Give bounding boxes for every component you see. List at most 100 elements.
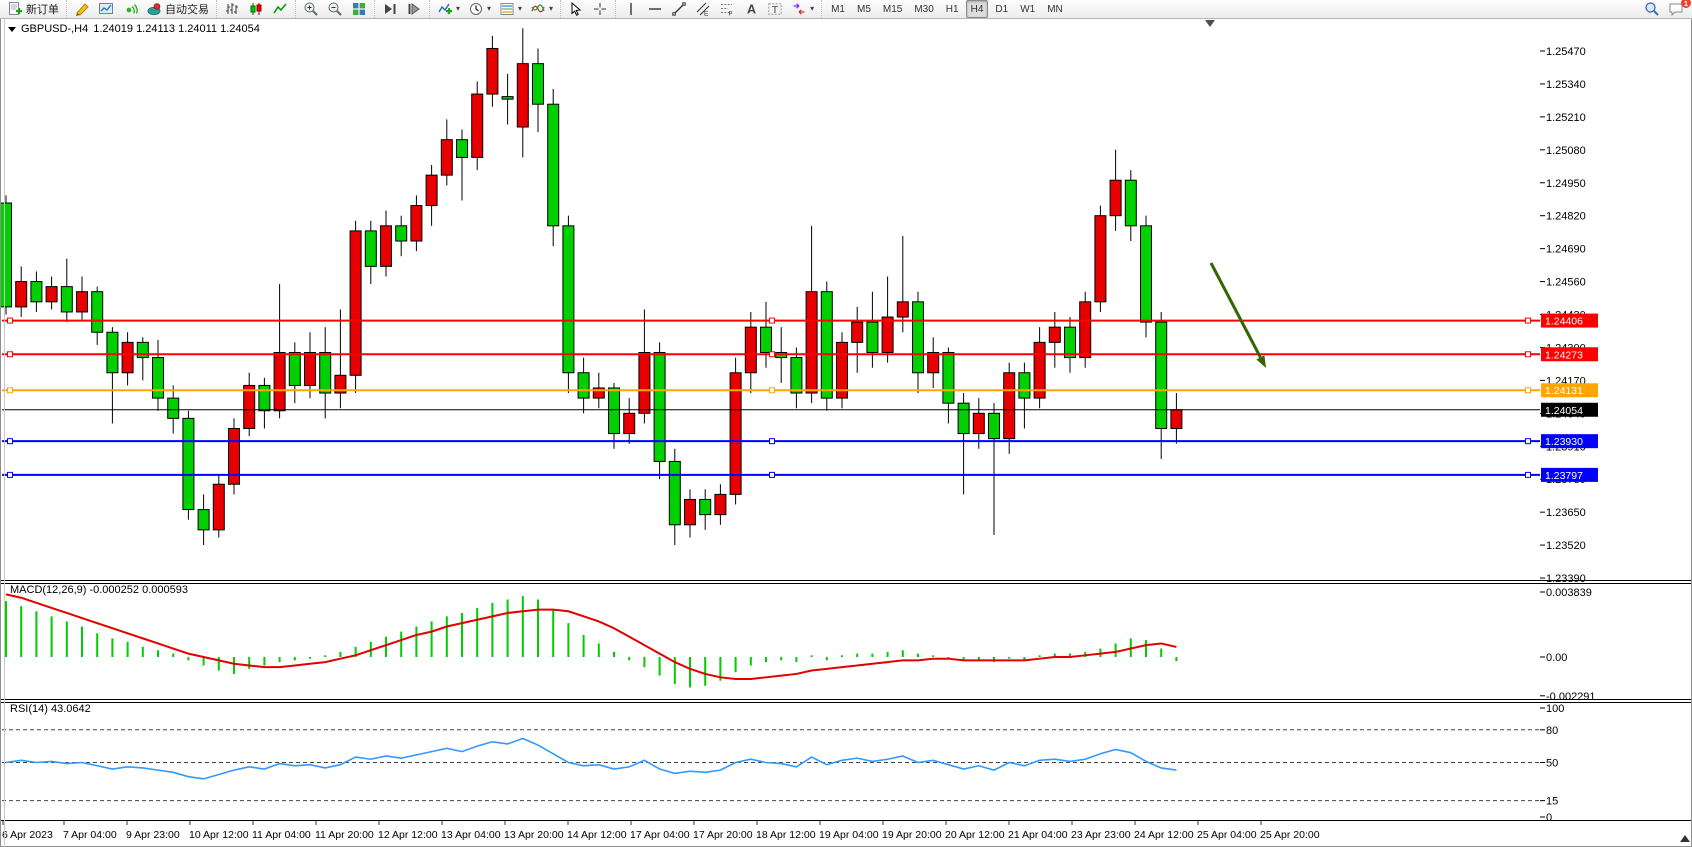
profiles-button[interactable]: [95, 0, 117, 18]
timeframe-m5-button[interactable]: M5: [856, 3, 871, 15]
time-axis-label: 12 Apr 12:00: [378, 829, 438, 841]
line-handle[interactable]: [1525, 438, 1531, 445]
candle-body: [1048, 326, 1061, 343]
line-handle[interactable]: [1525, 317, 1531, 324]
line-chart-button[interactable]: [269, 0, 291, 18]
new-order-button[interactable]: 新订单: [4, 0, 62, 18]
timeframe-m15-button[interactable]: M15: [882, 3, 903, 15]
line-handle[interactable]: [7, 317, 13, 324]
line-handle[interactable]: [7, 438, 13, 445]
trend-arrow-annotation[interactable]: [1209, 262, 1262, 359]
candle-body: [942, 351, 955, 404]
time-axis-label: 19 Apr 04:00: [819, 829, 879, 841]
cursor-icon: [571, 1, 582, 16]
timeframe-h4-button[interactable]: H4: [965, 0, 989, 18]
templates-button[interactable]: ▾: [496, 0, 525, 18]
zoom-in-button[interactable]: [300, 0, 322, 18]
text-button[interactable]: A: [740, 0, 762, 18]
zoom-out-button[interactable]: [324, 0, 346, 18]
line-handle[interactable]: [7, 351, 13, 358]
zoom-out-icon: [328, 2, 342, 16]
line-handle[interactable]: [1525, 351, 1531, 358]
time-axis-label: 17 Apr 20:00: [693, 829, 753, 841]
indicators-list-button[interactable]: ▾: [527, 0, 556, 18]
line-handle[interactable]: [769, 351, 775, 358]
text-label-button[interactable]: T: [764, 0, 786, 18]
line-handle[interactable]: [769, 317, 775, 324]
timeframe-h1-button[interactable]: H1: [945, 3, 959, 15]
line-handle[interactable]: [1525, 387, 1531, 394]
crosshair-button[interactable]: [589, 0, 611, 18]
candle-body: [364, 230, 377, 267]
add-indicator-button[interactable]: ▾: [434, 0, 463, 18]
dropdown-caret-icon: ▾: [487, 4, 492, 13]
arrows-button[interactable]: ▾: [788, 0, 817, 18]
bars-chart-button[interactable]: [221, 0, 243, 18]
trendline-button[interactable]: [668, 0, 690, 18]
candle-body: [273, 351, 286, 412]
vertical-line-button[interactable]: [620, 0, 642, 18]
search-button[interactable]: [1641, 0, 1663, 18]
timeframe-m1-button[interactable]: M1: [831, 3, 845, 15]
line-handle[interactable]: [769, 438, 775, 445]
period-button[interactable]: ▾: [465, 0, 494, 18]
candle-body: [76, 291, 88, 313]
time-axis-label: 19 Apr 20:00: [882, 829, 942, 841]
auto-trading-button[interactable]: 自动交易: [143, 0, 212, 18]
search-icon: [1645, 2, 1659, 16]
tile-windows-button[interactable]: [348, 0, 370, 18]
timeframe-mn-button[interactable]: MN: [1047, 3, 1063, 15]
fibonacci-icon: F: [721, 4, 733, 17]
line-price-tag-bg: [1541, 434, 1598, 449]
line-handle[interactable]: [7, 471, 13, 478]
horizontal-line-icon: [649, 8, 662, 10]
candle-body: [197, 509, 210, 531]
horizontal-line-button[interactable]: [644, 0, 666, 18]
time-axis-label: 24 Apr 12:00: [1134, 829, 1194, 841]
candle-body: [516, 63, 529, 128]
chart-background[interactable]: [0, 19, 1692, 847]
trend-arrow-head[interactable]: [1256, 355, 1266, 368]
line-handle[interactable]: [769, 471, 775, 478]
cursor-button[interactable]: [565, 0, 587, 18]
crosshair-icon: [594, 3, 607, 15]
chart-shift-marker[interactable]: [1205, 20, 1215, 27]
candle-body: [608, 387, 620, 435]
line-handle[interactable]: [769, 387, 775, 394]
editor-button[interactable]: [71, 0, 93, 18]
candle-body: [288, 351, 301, 386]
timeframe-w1-button[interactable]: W1: [1020, 3, 1036, 15]
svg-text:E: E: [704, 11, 709, 18]
collapse-chart-icon[interactable]: [8, 26, 16, 32]
new-order-button-label: 新订单: [26, 4, 59, 16]
candle-body: [152, 357, 164, 399]
candle-body: [881, 316, 894, 353]
price-axis-tick-label: 1.25340: [1546, 79, 1586, 91]
group-apps: 自动交易: [66, 0, 216, 18]
price-axis-tick-label: 1.25080: [1546, 145, 1586, 157]
group-cursor: [560, 0, 615, 18]
rsi-axis-tick-label: 80: [1546, 725, 1558, 737]
candles-chart-button[interactable]: [245, 0, 267, 18]
chart-shift-button[interactable]: [403, 0, 425, 18]
candle-body: [167, 397, 180, 419]
scroll-end-marker[interactable]: [1680, 835, 1690, 842]
candle-body: [471, 93, 484, 158]
candle-body: [212, 483, 225, 531]
auto-trading-button-label: 自动交易: [165, 4, 209, 16]
scroll-to-end-button[interactable]: [379, 0, 401, 18]
timeframe-m30-button[interactable]: M30: [914, 3, 934, 15]
chart-symbol-timeframe: GBPUSD-,H4: [21, 23, 89, 35]
timeframe-d1-button[interactable]: D1: [995, 3, 1009, 15]
line-handle[interactable]: [7, 387, 13, 394]
channel-button[interactable]: E: [692, 0, 714, 18]
indicators-list-icon: [531, 4, 545, 13]
line-handle[interactable]: [1525, 471, 1531, 478]
fibonacci-button[interactable]: F: [716, 0, 738, 18]
notifications-button[interactable]: 1: [1665, 0, 1691, 18]
candle-body: [1170, 409, 1183, 430]
candle-body: [547, 103, 560, 227]
candle-body: [1018, 372, 1031, 399]
alerts-button[interactable]: [119, 0, 141, 18]
